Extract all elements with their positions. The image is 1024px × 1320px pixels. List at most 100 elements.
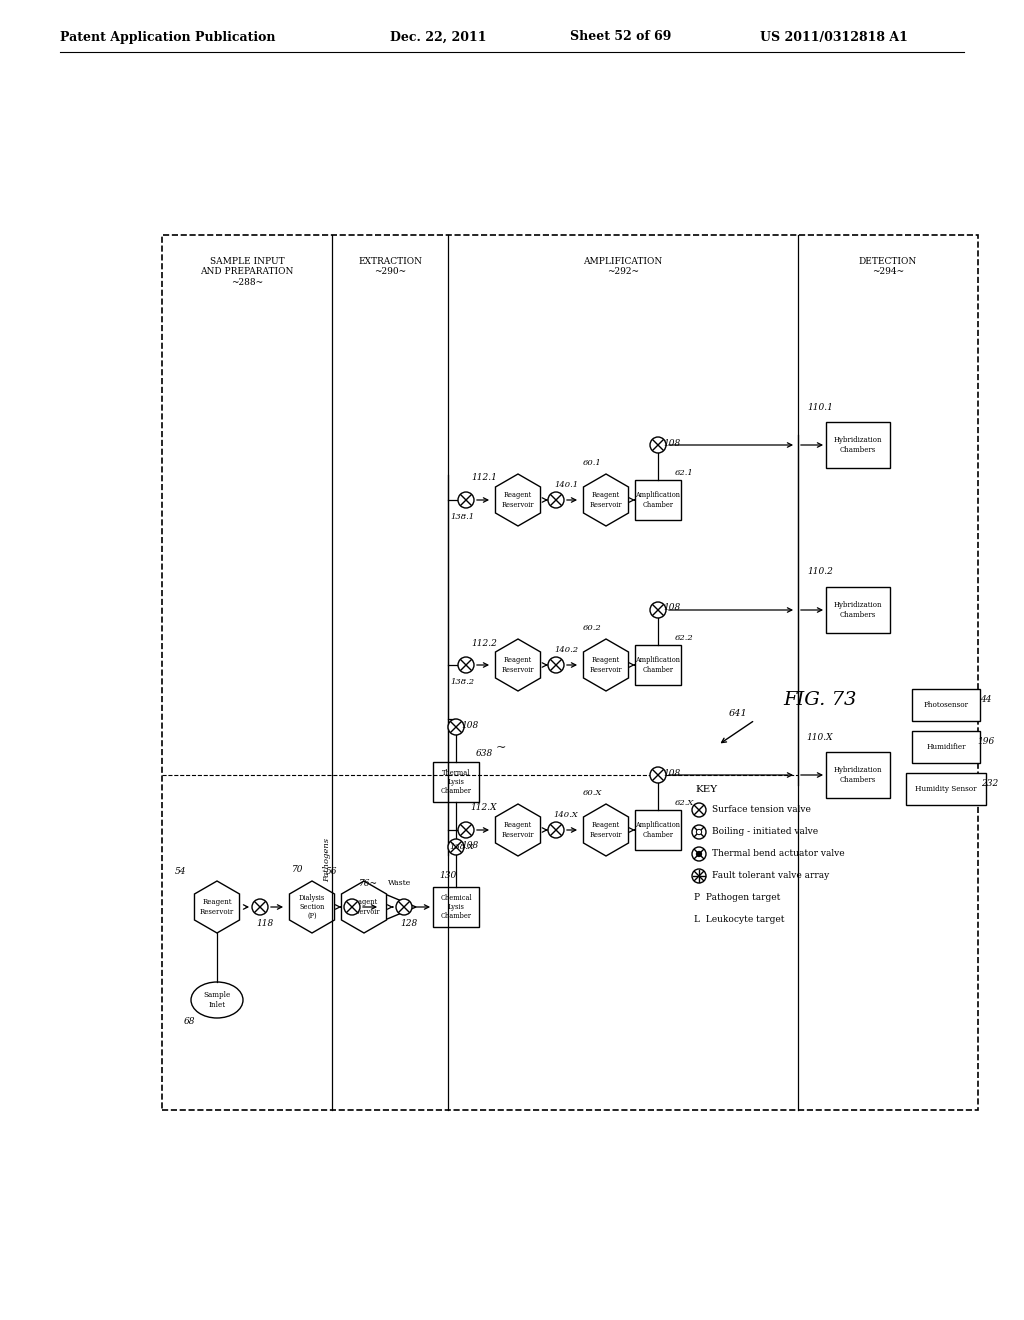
Bar bbox=[635, 480, 681, 520]
Text: 638: 638 bbox=[475, 750, 493, 759]
Polygon shape bbox=[195, 880, 240, 933]
Text: 62.X: 62.X bbox=[675, 799, 693, 807]
Circle shape bbox=[692, 825, 706, 840]
Circle shape bbox=[396, 899, 412, 915]
Text: Boiling - initiated valve: Boiling - initiated valve bbox=[712, 828, 818, 837]
Text: 108: 108 bbox=[664, 438, 681, 447]
Text: Reagent
Reservoir: Reagent Reservoir bbox=[590, 491, 623, 508]
Text: Dialysis
Section
(P): Dialysis Section (P) bbox=[299, 894, 326, 920]
Bar bbox=[635, 645, 681, 685]
Text: 110.2: 110.2 bbox=[807, 568, 833, 577]
Text: 110.X: 110.X bbox=[807, 733, 834, 742]
Text: 130: 130 bbox=[439, 870, 457, 879]
Text: 44: 44 bbox=[980, 696, 992, 705]
Text: Thermal bend actuator valve: Thermal bend actuator valve bbox=[712, 850, 845, 858]
Text: 196: 196 bbox=[977, 738, 994, 747]
Circle shape bbox=[548, 657, 564, 673]
Polygon shape bbox=[341, 880, 386, 933]
Bar bbox=[826, 422, 890, 469]
Text: 118: 118 bbox=[256, 919, 273, 928]
Text: 112.2: 112.2 bbox=[471, 639, 497, 648]
Text: Reagent
Reservoir: Reagent Reservoir bbox=[590, 656, 623, 673]
Circle shape bbox=[449, 719, 464, 735]
Text: Reagent
Reservoir: Reagent Reservoir bbox=[502, 656, 535, 673]
Circle shape bbox=[458, 822, 474, 838]
Polygon shape bbox=[584, 639, 629, 690]
Circle shape bbox=[548, 492, 564, 508]
Circle shape bbox=[696, 829, 701, 834]
Ellipse shape bbox=[191, 982, 243, 1018]
Text: Hybridization
Chambers: Hybridization Chambers bbox=[834, 767, 883, 784]
Text: Reagent
Reservoir: Reagent Reservoir bbox=[200, 899, 234, 916]
Bar bbox=[912, 731, 980, 763]
Bar bbox=[826, 587, 890, 634]
Circle shape bbox=[650, 602, 666, 618]
Text: FIG. 73: FIG. 73 bbox=[783, 690, 857, 709]
Text: 140.X: 140.X bbox=[554, 810, 579, 818]
Circle shape bbox=[696, 851, 701, 857]
Text: Amplification
Chamber: Amplification Chamber bbox=[636, 821, 681, 838]
Text: SAMPLE INPUT
AND PREPARATION
~288~: SAMPLE INPUT AND PREPARATION ~288~ bbox=[201, 257, 294, 286]
Text: Patent Application Publication: Patent Application Publication bbox=[60, 30, 275, 44]
Circle shape bbox=[650, 767, 666, 783]
Text: KEY: KEY bbox=[695, 785, 717, 795]
Circle shape bbox=[458, 657, 474, 673]
Text: ~: ~ bbox=[496, 741, 506, 754]
Bar bbox=[433, 762, 479, 803]
Polygon shape bbox=[380, 892, 416, 921]
Bar bbox=[433, 887, 479, 927]
Text: 54: 54 bbox=[175, 867, 186, 876]
Polygon shape bbox=[584, 474, 629, 525]
Text: 641: 641 bbox=[729, 709, 748, 718]
Circle shape bbox=[548, 822, 564, 838]
Text: 68: 68 bbox=[183, 1018, 195, 1027]
Text: Amplification
Chamber: Amplification Chamber bbox=[636, 491, 681, 508]
Text: 62.2: 62.2 bbox=[675, 634, 693, 642]
Text: 108: 108 bbox=[462, 841, 478, 850]
Text: US 2011/0312818 A1: US 2011/0312818 A1 bbox=[760, 30, 908, 44]
Text: 138.X: 138.X bbox=[450, 843, 474, 851]
Text: EXTRACTION
~290~: EXTRACTION ~290~ bbox=[358, 257, 422, 276]
Text: Reagent
Reservoir: Reagent Reservoir bbox=[502, 821, 535, 838]
Text: 70: 70 bbox=[292, 865, 304, 874]
Circle shape bbox=[449, 840, 464, 855]
Text: DETECTION
~294~: DETECTION ~294~ bbox=[859, 257, 918, 276]
Text: 62.1: 62.1 bbox=[675, 469, 693, 477]
Text: Waste: Waste bbox=[388, 879, 412, 887]
Text: 108: 108 bbox=[462, 721, 478, 730]
Bar bbox=[912, 689, 980, 721]
Text: Reagent
Reservoir: Reagent Reservoir bbox=[348, 899, 380, 916]
Text: Sheet 52 of 69: Sheet 52 of 69 bbox=[570, 30, 672, 44]
Polygon shape bbox=[496, 474, 541, 525]
Circle shape bbox=[252, 899, 268, 915]
Polygon shape bbox=[496, 804, 541, 855]
Text: Surface tension valve: Surface tension valve bbox=[712, 805, 811, 814]
Text: 60.2: 60.2 bbox=[583, 624, 601, 632]
Text: Fault tolerant valve array: Fault tolerant valve array bbox=[712, 871, 829, 880]
Text: Humidifier: Humidifier bbox=[927, 743, 966, 751]
Text: 60.X: 60.X bbox=[583, 789, 602, 797]
Text: Hybridization
Chambers: Hybridization Chambers bbox=[834, 602, 883, 619]
Bar bbox=[826, 752, 890, 799]
Bar bbox=[635, 810, 681, 850]
Polygon shape bbox=[584, 804, 629, 855]
Text: Hybridization
Chambers: Hybridization Chambers bbox=[834, 437, 883, 454]
Text: Humidity Sensor: Humidity Sensor bbox=[915, 785, 977, 793]
Circle shape bbox=[458, 492, 474, 508]
Polygon shape bbox=[290, 880, 335, 933]
Text: P  Pathogen target: P Pathogen target bbox=[694, 894, 780, 903]
Text: Photosensor: Photosensor bbox=[924, 701, 969, 709]
Text: 112.X: 112.X bbox=[471, 804, 498, 813]
Text: 110.1: 110.1 bbox=[807, 403, 833, 412]
Text: Dec. 22, 2011: Dec. 22, 2011 bbox=[390, 30, 486, 44]
Text: L  Leukocyte target: L Leukocyte target bbox=[694, 916, 784, 924]
Text: Reagent
Reservoir: Reagent Reservoir bbox=[502, 491, 535, 508]
Text: 128: 128 bbox=[400, 919, 418, 928]
Bar bbox=[906, 774, 986, 805]
Text: 56: 56 bbox=[327, 867, 338, 876]
Circle shape bbox=[692, 803, 706, 817]
Text: Reagent
Reservoir: Reagent Reservoir bbox=[590, 821, 623, 838]
Circle shape bbox=[692, 847, 706, 861]
Text: 140.1: 140.1 bbox=[554, 480, 579, 488]
Polygon shape bbox=[496, 639, 541, 690]
